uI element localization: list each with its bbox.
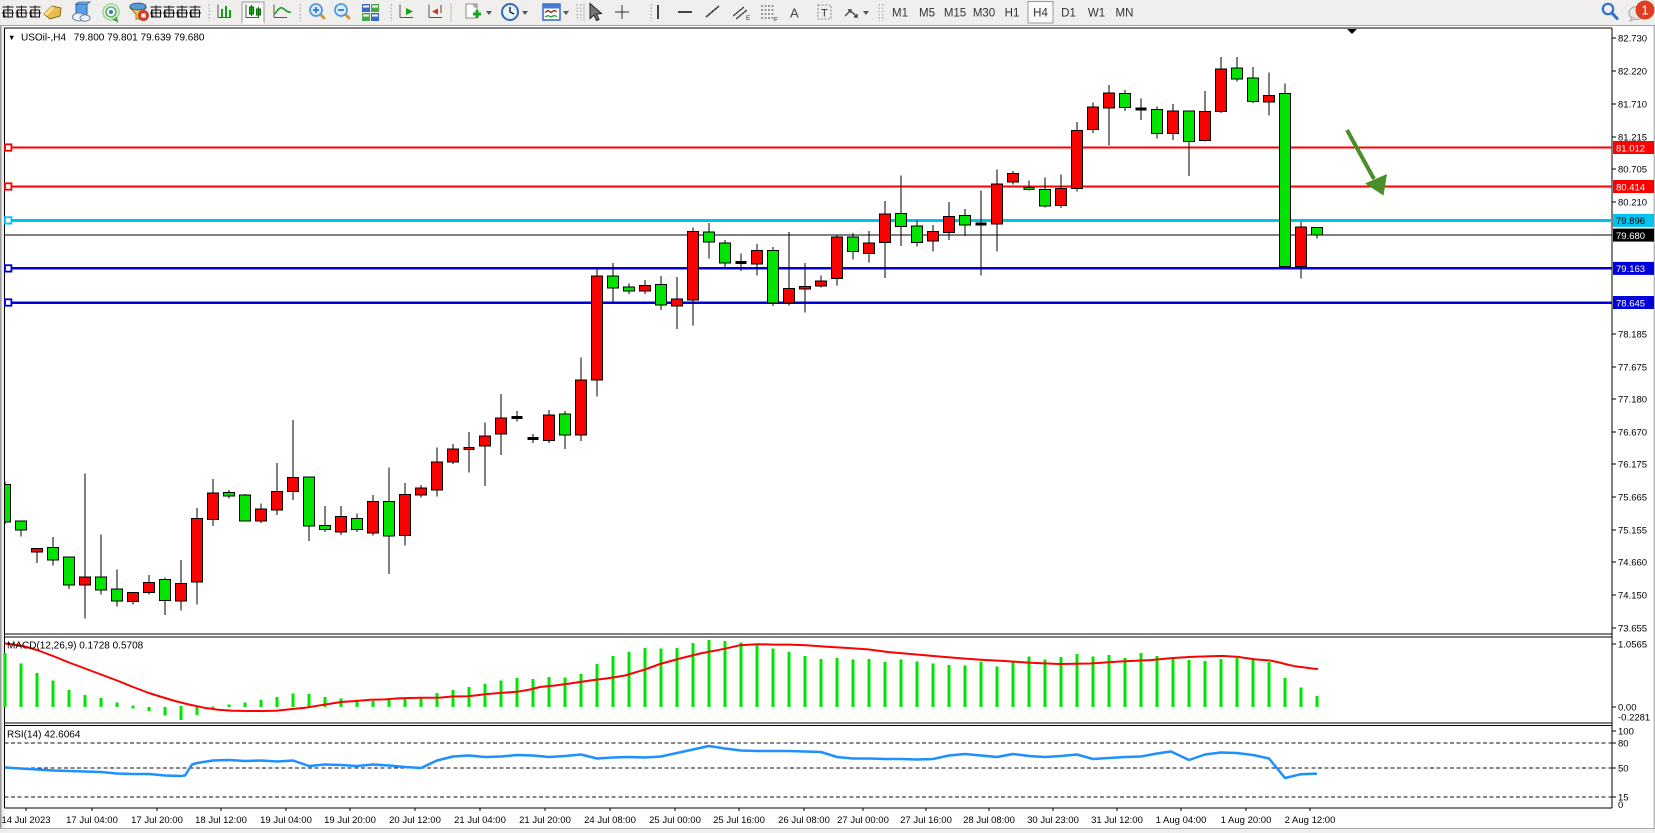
svg-text:15: 15 — [1618, 793, 1629, 804]
svg-text:W1: W1 — [1088, 8, 1105, 20]
svg-text:28 Jul 08:00: 28 Jul 08:00 — [963, 815, 1015, 826]
svg-text:76.670: 76.670 — [1618, 428, 1647, 439]
svg-text:14 Jul 2023: 14 Jul 2023 — [1, 815, 50, 826]
svg-text:100: 100 — [1618, 727, 1634, 738]
svg-text:74.660: 74.660 — [1618, 558, 1647, 569]
svg-text:75.665: 75.665 — [1618, 493, 1647, 504]
svg-text:26 Jul 08:00: 26 Jul 08:00 — [778, 815, 830, 826]
svg-text:50: 50 — [1618, 764, 1629, 775]
svg-text:H1: H1 — [1005, 8, 1020, 20]
svg-text:1 Aug 20:00: 1 Aug 20:00 — [1221, 815, 1272, 826]
svg-text:27 Jul 00:00: 27 Jul 00:00 — [837, 815, 889, 826]
svg-text:80: 80 — [1618, 739, 1629, 750]
svg-text:0: 0 — [1618, 800, 1623, 811]
svg-text:76.175: 76.175 — [1618, 460, 1647, 471]
svg-text:1 Aug 04:00: 1 Aug 04:00 — [1156, 815, 1207, 826]
svg-text:17 Jul 04:00: 17 Jul 04:00 — [66, 815, 118, 826]
svg-text:78.185: 78.185 — [1618, 330, 1647, 341]
svg-text:30 Jul 23:00: 30 Jul 23:00 — [1027, 815, 1079, 826]
svg-text:18 Jul 12:00: 18 Jul 12:00 — [195, 815, 247, 826]
svg-text:M1: M1 — [892, 8, 908, 20]
svg-text:D1: D1 — [1061, 8, 1076, 20]
svg-text:74.150: 74.150 — [1618, 591, 1647, 602]
svg-text:77.675: 77.675 — [1618, 363, 1647, 374]
svg-text:A: A — [790, 6, 799, 21]
svg-text:79.163: 79.163 — [1616, 264, 1645, 275]
svg-text:E: E — [746, 15, 751, 22]
svg-text:21 Jul 20:00: 21 Jul 20:00 — [519, 815, 571, 826]
svg-text:25 Jul 16:00: 25 Jul 16:00 — [713, 815, 765, 826]
svg-text:T: T — [821, 8, 828, 20]
svg-text:79.896: 79.896 — [1616, 216, 1645, 227]
svg-text:78.645: 78.645 — [1616, 298, 1645, 309]
svg-text:24 Jul 08:00: 24 Jul 08:00 — [584, 815, 636, 826]
svg-text:31 Jul 12:00: 31 Jul 12:00 — [1091, 815, 1143, 826]
svg-text:73.655: 73.655 — [1618, 624, 1647, 635]
svg-text:F: F — [774, 17, 778, 24]
svg-text:RSI(14) 42.6064: RSI(14) 42.6064 — [7, 730, 81, 741]
svg-text:17 Jul 20:00: 17 Jul 20:00 — [131, 815, 183, 826]
svg-text:M15: M15 — [944, 8, 966, 20]
svg-text:USOil-,H4 79.800 79.801 79.63: USOil-,H4 79.800 79.801 79.639 79.680 — [21, 33, 205, 44]
svg-text:27 Jul 16:00: 27 Jul 16:00 — [900, 815, 952, 826]
svg-text:-0.2281: -0.2281 — [1618, 712, 1650, 723]
svg-text:21 Jul 04:00: 21 Jul 04:00 — [454, 815, 506, 826]
svg-text:82.220: 82.220 — [1618, 67, 1647, 78]
svg-text:81.012: 81.012 — [1616, 143, 1645, 154]
svg-text:H4: H4 — [1033, 8, 1048, 20]
svg-text:M5: M5 — [919, 8, 935, 20]
svg-text:82.730: 82.730 — [1618, 34, 1647, 45]
svg-text:M30: M30 — [973, 8, 995, 20]
svg-text:MN: MN — [1116, 8, 1134, 20]
svg-text:MACD(12,26,9) 0.1728 0.5708: MACD(12,26,9) 0.1728 0.5708 — [7, 641, 144, 652]
svg-text:1: 1 — [1641, 3, 1648, 18]
svg-text:75.155: 75.155 — [1618, 526, 1647, 537]
svg-text:79.680: 79.680 — [1616, 231, 1645, 242]
svg-text:▼: ▼ — [8, 33, 15, 42]
svg-text:1.0565: 1.0565 — [1618, 640, 1647, 651]
svg-text:19 Jul 20:00: 19 Jul 20:00 — [324, 815, 376, 826]
svg-text:19 Jul 04:00: 19 Jul 04:00 — [260, 815, 312, 826]
svg-text:77.180: 77.180 — [1618, 395, 1647, 406]
svg-text:80.414: 80.414 — [1616, 182, 1645, 193]
svg-text:80.705: 80.705 — [1618, 165, 1647, 176]
svg-text:0.00: 0.00 — [1618, 703, 1637, 714]
svg-text:2 Aug 12:00: 2 Aug 12:00 — [1285, 815, 1336, 826]
svg-text:20 Jul 12:00: 20 Jul 12:00 — [389, 815, 441, 826]
svg-text:81.710: 81.710 — [1618, 100, 1647, 111]
svg-text:25 Jul 00:00: 25 Jul 00:00 — [649, 815, 701, 826]
svg-text:80.210: 80.210 — [1618, 198, 1647, 209]
svg-text:81.215: 81.215 — [1618, 133, 1647, 144]
